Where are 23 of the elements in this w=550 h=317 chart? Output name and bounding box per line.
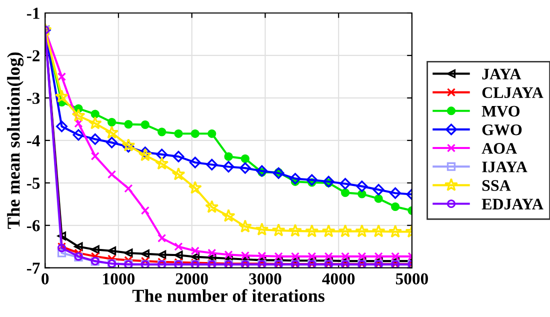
y-tick-label: -5 [26,178,40,189]
legend-label: CLJAYA [482,87,544,98]
x-tick-label: 3000 [249,273,282,284]
y-tick-label: -4 [26,135,40,146]
y-tick-label: -7 [26,262,40,274]
x-tick-label: 2000 [176,273,208,284]
x-axis-title: The number of iterations [132,289,324,302]
x-tick-label: 1000 [103,273,134,284]
y-tick-label: -1 [26,8,40,19]
y-tick-label: -3 [26,92,40,104]
legend-label: MVO [482,106,520,117]
y-axis-title: The mean solution(log) [7,52,24,229]
y-tick-label: -2 [26,50,40,62]
legend-label: JAYA [482,68,522,80]
y-tick-label: -6 [26,220,40,232]
legend-label: AOA [482,143,517,154]
x-tick-label: 4000 [322,273,355,284]
legend-label: EDJAYA [482,198,544,210]
legend-label: GWO [482,124,522,136]
legend-label: IJAYA [482,162,528,172]
legend-label: SSA [482,180,511,191]
x-tick-label: 0 [42,273,49,284]
x-tick-label: 5000 [396,273,428,284]
